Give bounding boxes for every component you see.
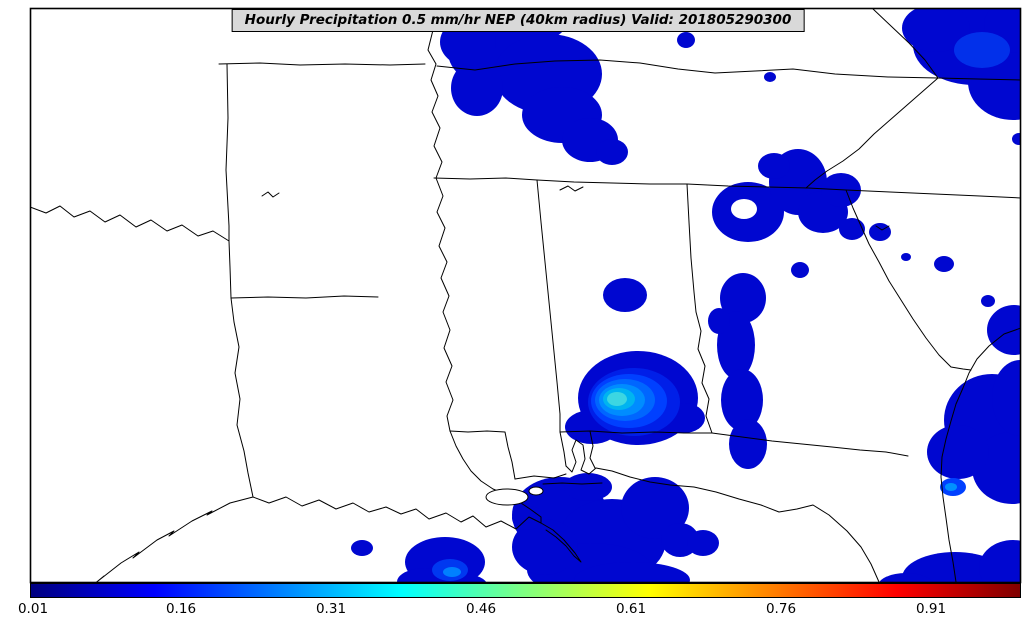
coast-texas — [94, 496, 254, 583]
border-georgia-florida — [711, 432, 909, 457]
coast-mississippi — [514, 473, 567, 480]
colorbar-tick-label: 0.01 — [17, 601, 49, 617]
mississippi-delta — [540, 522, 582, 563]
coast-louisiana — [252, 496, 542, 530]
border-kentucky-tennessee — [436, 59, 1021, 81]
map-title: Hourly Precipitation 0.5 mm/hr NEP (40km… — [231, 9, 805, 32]
precip-donut-hole — [731, 199, 757, 219]
mississippi-river-lower — [449, 430, 542, 524]
colorbar-tick-label: 0.91 — [915, 601, 947, 617]
state-borders — [30, 8, 1021, 583]
river-squiggle-carolina — [875, 225, 890, 231]
border-georgia-southcarolina — [845, 189, 972, 371]
border-tennessee-south — [433, 177, 688, 185]
border-arkansas-louisiana — [230, 295, 379, 299]
colorbar-tick-label: 0.61 — [615, 601, 647, 617]
border-northcarolina-southcarolina — [845, 189, 1021, 199]
lake-pontchartrain — [485, 488, 529, 506]
border-alabama-georgia — [686, 183, 713, 434]
mobile-bay — [565, 439, 597, 475]
border-oklahoma-arkansas-texas — [225, 63, 232, 299]
coast-florida-panhandle — [595, 467, 881, 583]
border-kentucky-virginia — [871, 8, 939, 79]
colorbar-tick-label: 0.76 — [765, 601, 797, 617]
barrier-islands — [542, 482, 603, 485]
river-squiggle-oklahoma — [261, 191, 280, 198]
precip-region-low — [351, 8, 1021, 583]
colorbar — [30, 583, 1021, 598]
precip-region-high — [432, 32, 1010, 581]
border-louisiana-mississippi — [449, 430, 516, 480]
precipitation-field — [30, 8, 1021, 583]
river-squiggle-tennessee — [559, 185, 584, 192]
mississippi-river — [427, 8, 454, 432]
border-alabama-florida — [559, 430, 713, 434]
border-missouri-arkansas — [218, 62, 426, 66]
border-tennessee-northcarolina — [805, 77, 939, 189]
lake-maurepas — [528, 486, 544, 496]
colorbar-tick-label: 0.16 — [165, 601, 197, 617]
colorbar-tick-label: 0.31 — [315, 601, 347, 617]
map-frame — [29, 7, 1022, 584]
perdido-river — [589, 430, 596, 469]
coast-atlantic — [940, 327, 1021, 583]
border-georgia-north — [686, 183, 847, 191]
border-red-river — [30, 205, 230, 242]
border-sabine-river — [230, 297, 254, 498]
border-mississippi-alabama — [536, 179, 567, 467]
colorbar-tick-label: 0.46 — [465, 601, 497, 617]
